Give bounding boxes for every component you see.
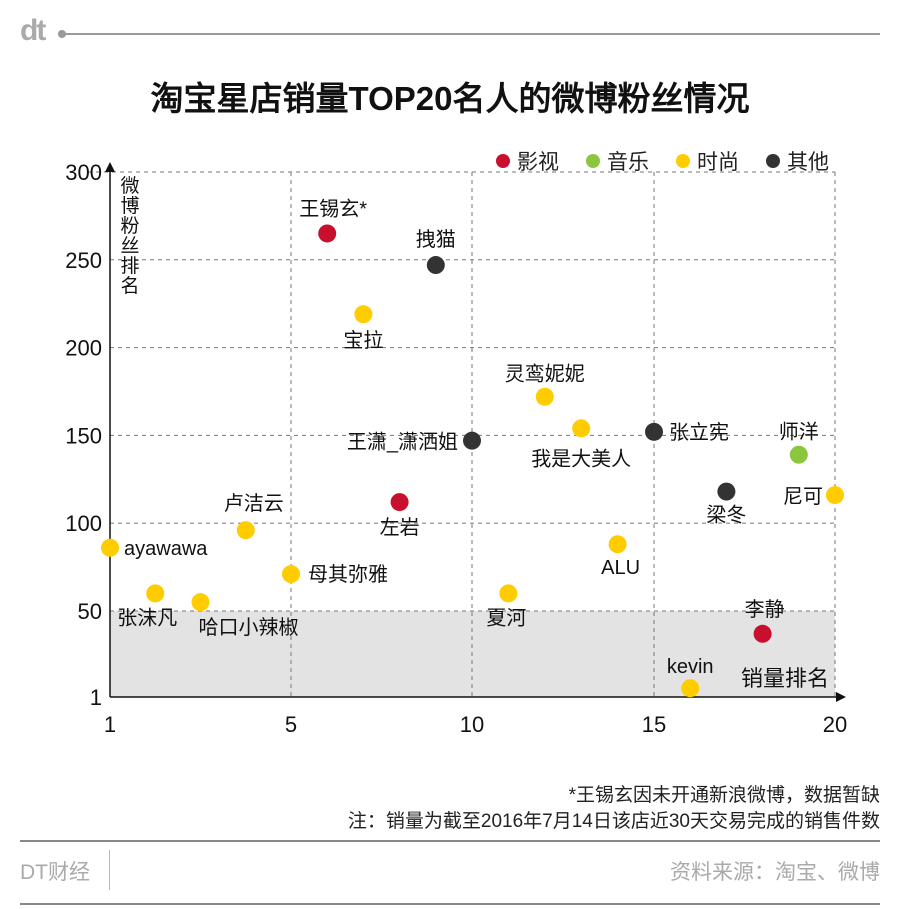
data-point: [390, 493, 409, 512]
y-tick-label: 1: [90, 685, 102, 710]
data-point-label: 左岩: [380, 516, 420, 539]
data-point: [236, 521, 255, 540]
x-axis-arrow: [836, 692, 846, 702]
footnote: *王锡玄因未开通新浪微博，数据暂缺: [568, 785, 880, 806]
data-point-label: 夏河: [486, 606, 526, 629]
data-point-label: 灵鸾妮妮: [505, 363, 585, 386]
y-axis-label-char: 丝: [120, 235, 139, 257]
y-axis-label-char: 粉: [120, 215, 139, 237]
data-point: [499, 584, 518, 603]
data-point: [426, 256, 445, 275]
note: 注：销量为截至2016年7月14日该店近30天交易完成的销售件数: [347, 811, 880, 832]
x-tick-label: 5: [285, 712, 297, 737]
footer-rule-top: [20, 840, 880, 842]
data-point: [826, 486, 844, 505]
y-axis-arrow: [105, 162, 115, 172]
legend-marker-3: [766, 154, 780, 168]
data-point-label: 李静: [745, 598, 785, 621]
legend-marker-1: [586, 154, 600, 168]
data-point: [101, 538, 119, 557]
data-point-label: 师洋: [779, 421, 819, 444]
data-point: [535, 387, 554, 406]
y-tick-label: 150: [65, 423, 102, 448]
data-point-label: 卢洁云: [224, 492, 284, 515]
data-point-label: 哈口小辣椒: [199, 616, 299, 639]
data-point-label: ALU: [601, 557, 640, 579]
data-point: [572, 419, 591, 438]
footer-separator: [109, 850, 110, 890]
x-axis-label: 销量排名: [741, 666, 829, 691]
data-point: [191, 593, 210, 612]
footer-rule-bottom: [20, 903, 880, 905]
y-tick-label: 200: [65, 336, 102, 361]
legend-marker-2: [676, 154, 690, 168]
data-point-label: 张立宪: [669, 421, 729, 444]
data-point: [608, 535, 627, 554]
data-point-label: 王潇_潇洒姐: [347, 431, 458, 454]
data-point: [354, 305, 373, 324]
legend-label: 影视: [517, 151, 559, 174]
y-axis-label-char: 排: [120, 255, 139, 277]
x-tick-label: 15: [642, 712, 666, 737]
data-point: [789, 445, 808, 464]
data-point: [463, 431, 481, 450]
data-point-label: 张沫凡: [117, 606, 177, 629]
x-tick-label: 20: [823, 712, 847, 737]
data-point-label: ayawawa: [124, 538, 208, 560]
data-point-label: 拽猫: [416, 228, 456, 251]
x-tick-label: 1: [104, 712, 116, 737]
legend-label: 音乐: [607, 151, 649, 174]
data-point: [282, 565, 300, 584]
dt-logo: dt: [20, 14, 46, 47]
x-tick-label: 10: [460, 712, 484, 737]
header-rule: [62, 33, 880, 35]
y-tick-label: 250: [65, 248, 102, 273]
data-point-label: 王锡玄*: [299, 197, 367, 220]
data-point-label: 我是大美人: [531, 447, 631, 470]
data-point-label: 宝拉: [343, 329, 383, 352]
data-point: [318, 224, 337, 243]
brand-label: DT财经: [20, 861, 90, 884]
data-point: [146, 584, 165, 603]
y-axis-label-char: 微: [120, 175, 139, 197]
y-tick-label: 300: [65, 160, 102, 185]
y-axis-label-char: 名: [120, 275, 139, 297]
data-point-label: 尼可: [783, 486, 823, 508]
data-point-label: 梁冬: [706, 504, 746, 527]
legend-label: 其他: [787, 151, 829, 174]
chart-title: 淘宝星店销量TOP20名人的微博粉丝情况: [150, 80, 750, 117]
y-tick-label: 50: [78, 599, 102, 624]
data-point: [753, 624, 772, 643]
legend-label: 时尚: [697, 151, 739, 174]
y-axis-label-char: 博: [120, 195, 139, 217]
data-point-label: 母其弥雅: [308, 563, 388, 586]
source-label: 资料来源：淘宝、微博: [670, 861, 880, 884]
data-point: [645, 422, 663, 441]
y-tick-label: 100: [65, 511, 102, 536]
data-point: [717, 482, 736, 501]
legend-marker-0: [496, 154, 510, 168]
data-point: [681, 679, 700, 698]
data-point-label: kevin: [667, 656, 714, 678]
